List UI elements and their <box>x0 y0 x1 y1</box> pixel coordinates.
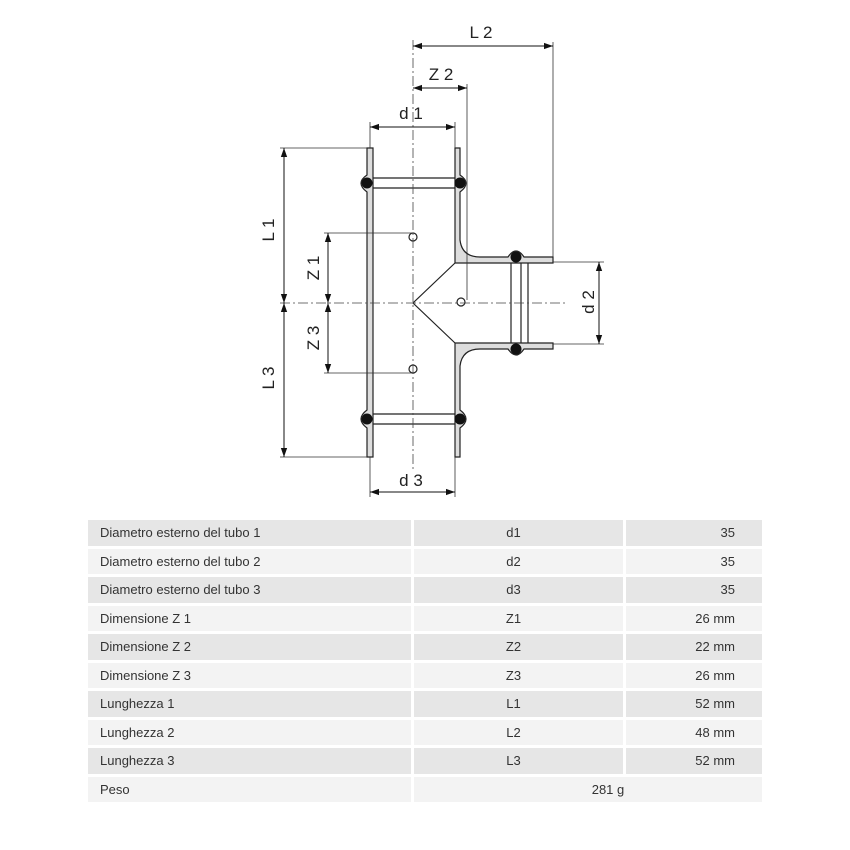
row-symbol: L3 <box>414 748 623 774</box>
center-lines <box>280 40 565 470</box>
row-symbol: d2 <box>414 548 623 574</box>
row-value: 52 mm <box>626 691 762 717</box>
row-name: Diametro esterno del tubo 1 <box>88 520 411 546</box>
row-name: Peso <box>88 776 411 802</box>
table-row: Diametro esterno del tubo 2 d2 35 <box>88 548 762 574</box>
row-name: Dimensione Z 2 <box>88 634 411 660</box>
row-name: Lunghezza 1 <box>88 691 411 717</box>
label-d3: d 3 <box>399 471 423 490</box>
table-row: Diametro esterno del tubo 1 d1 35 <box>88 520 762 546</box>
row-symbol: L1 <box>414 691 623 717</box>
row-symbol: Z2 <box>414 634 623 660</box>
row-name: Lunghezza 2 <box>88 719 411 745</box>
table-row: Diametro esterno del tubo 3 d3 35 <box>88 577 762 603</box>
table-row: Dimensione Z 1 Z1 26 mm <box>88 605 762 631</box>
label-d2: d 2 <box>579 290 598 314</box>
row-value: 26 mm <box>626 662 762 688</box>
row-value: 35 <box>626 548 762 574</box>
label-Z3: Z 3 <box>304 326 323 351</box>
row-value: 48 mm <box>626 719 762 745</box>
row-symbol: Z1 <box>414 605 623 631</box>
row-symbol: L2 <box>414 719 623 745</box>
tee-fitting-drawing: L 2 Z 2 d 1 d 3 L 1 L 3 Z 1 Z 3 d 2 <box>259 23 604 497</box>
row-value: 281 g <box>414 776 762 802</box>
row-name: Dimensione Z 1 <box>88 605 411 631</box>
row-value: 35 <box>626 577 762 603</box>
table-row-weight: Peso 281 g <box>88 776 762 802</box>
row-symbol: d1 <box>414 520 623 546</box>
label-d1: d 1 <box>399 104 423 123</box>
row-value: 22 mm <box>626 634 762 660</box>
dimensions-table: Diametro esterno del tubo 1 d1 35 Diametro … <box>85 517 765 805</box>
table-row: Dimensione Z 3 Z3 26 mm <box>88 662 762 688</box>
table-row: Dimensione Z 2 Z2 22 mm <box>88 634 762 660</box>
row-value: 35 <box>626 520 762 546</box>
table-row: Lunghezza 3 L3 52 mm <box>88 748 762 774</box>
seal-rings <box>361 177 522 425</box>
table-row: Lunghezza 2 L2 48 mm <box>88 719 762 745</box>
row-name: Diametro esterno del tubo 3 <box>88 577 411 603</box>
row-value: 52 mm <box>626 748 762 774</box>
label-L1: L 1 <box>259 218 278 241</box>
dimension-arrows <box>280 42 603 496</box>
row-name: Dimensione Z 3 <box>88 662 411 688</box>
label-Z2: Z 2 <box>429 65 454 84</box>
label-L2: L 2 <box>469 23 492 42</box>
label-Z1: Z 1 <box>304 256 323 281</box>
row-name: Lunghezza 3 <box>88 748 411 774</box>
fitting-body <box>360 147 554 458</box>
row-value: 26 mm <box>626 605 762 631</box>
extension-lines <box>280 42 604 497</box>
row-symbol: d3 <box>414 577 623 603</box>
row-symbol: Z3 <box>414 662 623 688</box>
label-L3: L 3 <box>259 366 278 389</box>
table-row: Lunghezza 1 L1 52 mm <box>88 691 762 717</box>
row-name: Diametro esterno del tubo 2 <box>88 548 411 574</box>
